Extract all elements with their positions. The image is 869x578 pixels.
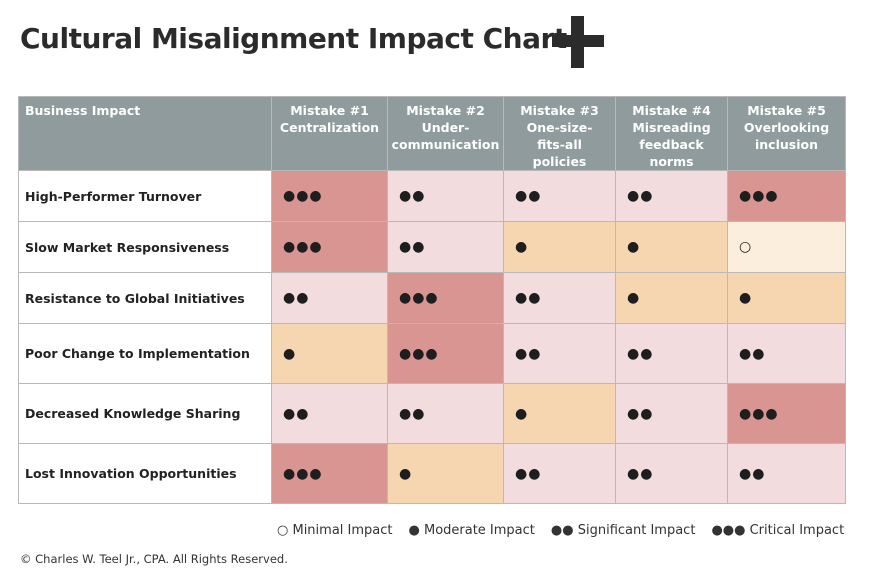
impact-cell-moderate: ● <box>727 272 846 324</box>
column-header-mistake-4: Mistake #4 Misreading feedback norms <box>615 96 728 171</box>
impact-cell-significant: ●● <box>503 272 616 324</box>
impact-cell-significant: ●● <box>615 383 728 444</box>
column-header-mistake-5: Mistake #5 Overlooking inclusion <box>727 96 846 171</box>
impact-cell-significant: ●● <box>271 272 388 324</box>
impact-cell-significant: ●● <box>727 443 846 504</box>
legend-label: Significant Impact <box>573 523 696 538</box>
impact-cell-moderate: ● <box>271 323 388 384</box>
impact-table: Business Impact Mistake #1 Centralization… <box>18 96 846 504</box>
column-header-line: policies <box>532 154 587 169</box>
column-header-line: Mistake #2 <box>406 103 485 118</box>
chart-title: Cultural Misalignment Impact Chart <box>20 22 567 55</box>
impact-cell-moderate: ● <box>503 383 616 444</box>
legend-item: ○ Minimal Impact <box>277 523 393 538</box>
column-header-line: One-size- <box>526 120 593 135</box>
impact-cell-critical: ●●● <box>387 272 504 324</box>
table-row: Resistance to Global Initiatives ●● ●●● ●● ●… <box>18 272 846 324</box>
legend-symbol: ●●● <box>711 523 746 538</box>
table-row: Poor Change to Implementation ● ●●● ●● ●● ●● <box>18 323 846 384</box>
legend-symbol: ● <box>408 523 420 538</box>
table-row: Decreased Knowledge Sharing ●● ●● ● ●● ●●● <box>18 383 846 444</box>
row-label: Lost Innovation Opportunities <box>18 443 272 504</box>
table-row: Slow Market Responsiveness ●●● ●● ● ● ○ <box>18 221 846 273</box>
column-header-mistake-2: Mistake #2 Under-communication <box>387 96 504 171</box>
row-label: Resistance to Global Initiatives <box>18 272 272 324</box>
impact-cell-significant: ●● <box>387 221 504 273</box>
impact-cell-moderate: ● <box>387 443 504 504</box>
impact-cell-significant: ●● <box>615 443 728 504</box>
legend-label: Critical Impact <box>745 523 845 538</box>
legend-label: Minimal Impact <box>288 523 393 538</box>
row-label: High-Performer Turnover <box>18 170 272 222</box>
column-header-line: Mistake #5 <box>747 103 826 118</box>
impact-cell-moderate: ● <box>503 221 616 273</box>
impact-cell-significant: ●● <box>503 323 616 384</box>
column-header-mistake-1: Mistake #1 Centralization <box>271 96 388 171</box>
column-header-line: Overlooking <box>743 120 830 135</box>
header-row: Business Impact Mistake #1 Centralization… <box>18 96 846 171</box>
legend-label: Moderate Impact <box>419 523 535 538</box>
impact-cell-significant: ●● <box>615 170 728 222</box>
column-header-line: Mistake #1 <box>290 103 369 118</box>
copyright-footer: © Charles W. Teel Jr., CPA. All Rights R… <box>20 552 288 566</box>
column-header-line: Misreading <box>632 120 711 135</box>
row-label: Poor Change to Implementation <box>18 323 272 384</box>
impact-cell-moderate: ● <box>615 272 728 324</box>
row-label: Decreased Knowledge Sharing <box>18 383 272 444</box>
impact-cell-critical: ●●● <box>387 323 504 384</box>
legend: ○ Minimal Impact ● Moderate Impact ●● Sign… <box>277 523 844 538</box>
column-header-line: communication <box>391 137 500 152</box>
impact-cell-critical: ●●● <box>727 170 846 222</box>
impact-cell-significant: ●● <box>271 383 388 444</box>
table-row: High-Performer Turnover ●●● ●● ●● ●● ●●● <box>18 170 846 222</box>
column-header-line: Under- <box>421 120 470 135</box>
table-body: High-Performer Turnover ●●● ●● ●● ●● ●●● Slow … <box>18 170 846 504</box>
header-business-impact: Business Impact <box>18 96 272 171</box>
legend-symbol: ○ <box>277 523 289 538</box>
column-header-mistake-3: Mistake #3 One-size-fits-all policies <box>503 96 616 171</box>
impact-cell-significant: ●● <box>503 443 616 504</box>
plus-logo-icon <box>552 16 604 68</box>
row-label: Slow Market Responsiveness <box>18 221 272 273</box>
column-header-line: Mistake #3 <box>520 103 599 118</box>
impact-cell-significant: ●● <box>503 170 616 222</box>
impact-cell-significant: ●● <box>387 383 504 444</box>
impact-cell-moderate: ● <box>615 221 728 273</box>
impact-cell-minimal: ○ <box>727 221 846 273</box>
table-row: Lost Innovation Opportunities ●●● ● ●● ●● ●● <box>18 443 846 504</box>
legend-item: ● Moderate Impact <box>409 523 535 538</box>
impact-cell-critical: ●●● <box>271 170 388 222</box>
legend-item: ●●● Critical Impact <box>711 523 844 538</box>
column-header-line: feedback <box>639 137 704 152</box>
column-header-line: Centralization <box>279 120 380 135</box>
impact-cell-significant: ●● <box>387 170 504 222</box>
legend-item: ●● Significant Impact <box>551 523 696 538</box>
column-header-line: norms <box>649 154 694 169</box>
column-header-line: Mistake #4 <box>632 103 711 118</box>
impact-cell-significant: ●● <box>615 323 728 384</box>
impact-cell-critical: ●●● <box>271 443 388 504</box>
column-header-line: fits-all <box>537 137 582 152</box>
impact-cell-critical: ●●● <box>271 221 388 273</box>
legend-symbol: ●● <box>550 523 574 538</box>
column-header-line: inclusion <box>755 137 818 152</box>
impact-cell-significant: ●● <box>727 323 846 384</box>
impact-cell-critical: ●●● <box>727 383 846 444</box>
